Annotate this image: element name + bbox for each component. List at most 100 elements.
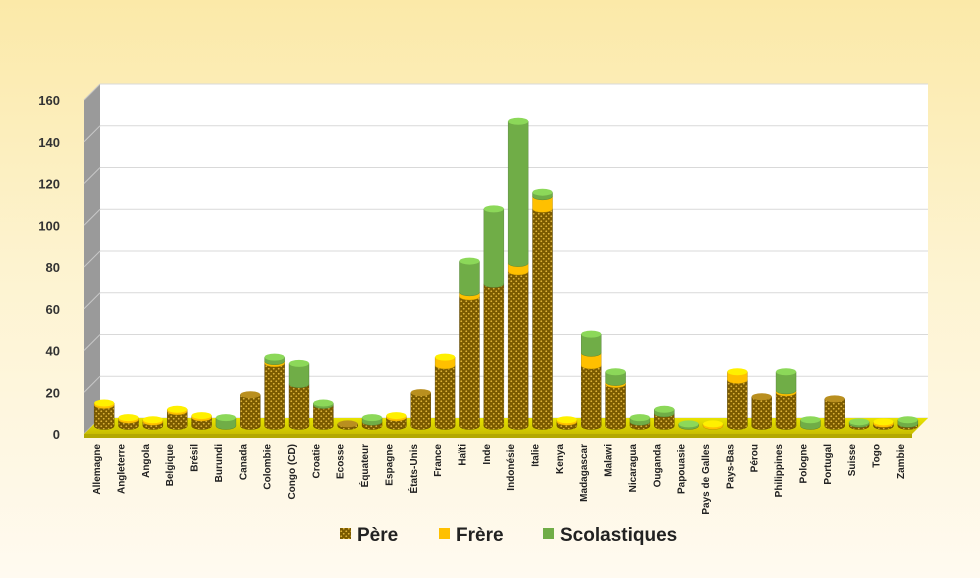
bar-segment	[264, 359, 285, 430]
bar-stack	[215, 414, 237, 430]
bar-segment	[727, 376, 748, 430]
x-tick-label: Colombie	[263, 444, 274, 490]
gridline-side	[83, 334, 101, 351]
bar-segment	[581, 361, 602, 430]
legend-item: Père	[340, 525, 398, 546]
bar-segment	[507, 268, 529, 430]
bar-top	[118, 414, 139, 422]
bar-top	[215, 414, 236, 422]
x-tick-label: Canada	[238, 444, 249, 481]
gridline-side	[83, 250, 101, 268]
bar-stack	[507, 117, 529, 430]
bar-segment	[848, 418, 870, 428]
bar-body	[240, 394, 261, 430]
legend: Père Frère Scolastiques	[340, 525, 677, 546]
bar-top	[94, 399, 115, 407]
bar-segment	[215, 414, 237, 430]
x-tick-label: Philippines	[774, 444, 785, 498]
bar-body	[459, 260, 480, 297]
x-tick-label: Congo (CD)	[287, 444, 298, 500]
gridline-side	[83, 208, 101, 226]
legend-label: Frère	[456, 525, 504, 546]
bar-segment	[434, 353, 456, 370]
bar-stack	[775, 368, 797, 430]
bar-stack	[386, 412, 407, 430]
bar-body	[775, 392, 797, 430]
x-tick-label: Pérou	[750, 444, 761, 472]
bar-segment	[581, 330, 602, 357]
legend-label: Père	[357, 525, 398, 546]
legend-label: Scolastiques	[560, 525, 677, 546]
bar-body	[507, 271, 529, 430]
bar-top	[264, 353, 285, 361]
bar-segment	[434, 361, 456, 430]
bar-body	[751, 396, 772, 430]
bar-stack	[288, 359, 310, 430]
bar-stack	[483, 205, 505, 430]
bar-stack	[751, 393, 772, 430]
bar-top	[581, 330, 602, 338]
bar-top	[142, 416, 163, 424]
bar-segment	[532, 205, 553, 430]
bar-top	[629, 414, 650, 422]
bar-stack	[361, 414, 383, 430]
x-tick-label: Indonésie	[506, 444, 517, 491]
y-tick-label: 140	[38, 135, 60, 150]
bar-stack	[678, 420, 699, 430]
bar-stack	[313, 399, 334, 430]
bar-top	[410, 389, 431, 397]
bar-stack	[93, 399, 115, 430]
bar-top	[556, 416, 577, 424]
bar-stack	[897, 416, 919, 430]
legend-swatch	[340, 528, 351, 539]
gridline-side	[83, 375, 101, 393]
x-tick-label: Pays-Bas	[725, 444, 736, 489]
x-tick-label: Équateur	[358, 444, 371, 487]
bar-body	[483, 283, 505, 430]
bar-segment	[93, 399, 115, 409]
y-tick-label: 20	[46, 385, 60, 400]
x-tick-label: États-Unis	[407, 444, 420, 494]
y-tick-label: 80	[46, 260, 60, 275]
bar-stack	[654, 405, 675, 430]
bar-top	[703, 420, 723, 428]
bar-segment	[532, 188, 553, 201]
bar-top	[605, 368, 626, 376]
x-tick-label: Togo	[871, 444, 882, 468]
bar-stack	[337, 420, 358, 430]
bar-body	[727, 379, 748, 430]
floor-edge	[84, 434, 912, 438]
x-tick-label: Zambie	[896, 444, 907, 479]
bar-stack	[410, 389, 431, 430]
bar-stack	[459, 257, 480, 430]
legend-swatch	[439, 528, 450, 539]
bar-segment	[288, 380, 310, 430]
bar-segment	[751, 393, 772, 430]
x-tick-label: France	[433, 444, 444, 477]
chart-walls	[84, 84, 928, 434]
gridline-side	[83, 125, 101, 143]
bar-stack	[848, 418, 870, 430]
bar-body	[167, 411, 188, 430]
bar-segment	[629, 414, 651, 426]
x-axis-labels: Allemagne Angleterre Angola Belgique Brésil B…	[92, 444, 907, 515]
legend-item: Scolastiques	[543, 525, 677, 546]
x-tick-label: Malawi	[604, 444, 615, 477]
y-tick-label: 100	[38, 218, 60, 233]
bar-body	[288, 384, 310, 430]
bar-body	[93, 404, 115, 430]
bar-body	[532, 208, 553, 430]
bar-segment	[483, 280, 505, 430]
bar-top	[313, 399, 334, 407]
bar-stack	[167, 405, 188, 430]
bar-body	[605, 371, 626, 386]
bar-segment	[605, 380, 626, 430]
x-tick-label: Suisse	[847, 444, 858, 477]
y-tick-label: 120	[38, 177, 60, 192]
bar-body	[532, 196, 553, 213]
bar-stack	[142, 416, 164, 430]
bar-top	[483, 205, 504, 213]
bar-segment	[167, 405, 188, 416]
bar-stack	[605, 368, 626, 430]
bar-body	[264, 363, 285, 430]
